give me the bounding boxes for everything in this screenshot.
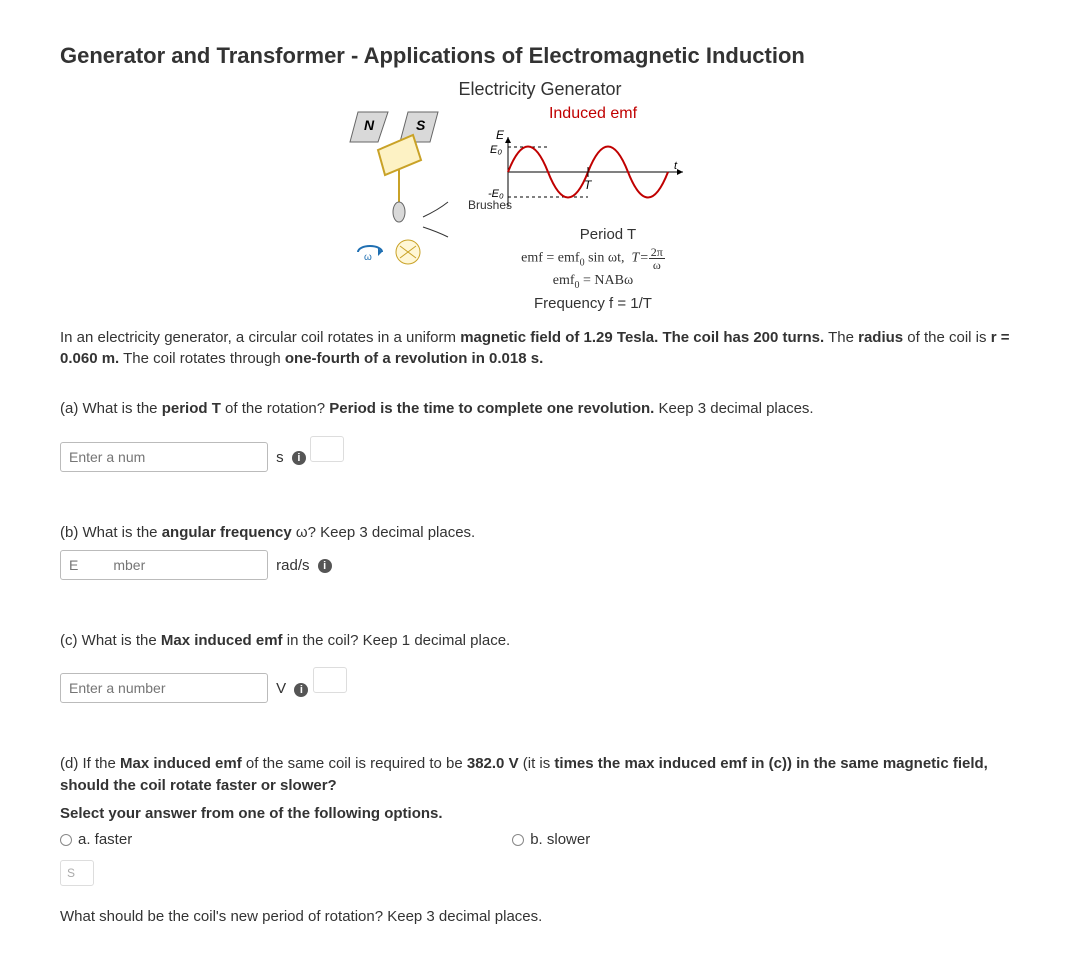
page-title: Generator and Transformer - Applications…	[60, 40, 1020, 72]
part-d-feedback-box: S	[60, 860, 94, 886]
problem-statement: In an electricity generator, a circular …	[60, 327, 1020, 371]
part-c: (c) What is the Max induced emf in the c…	[60, 630, 1020, 704]
part-c-unit: V	[276, 680, 286, 697]
part-d-question: (d) If the Max induced emf of the same c…	[60, 753, 1020, 797]
generator-diagram: N S ω	[328, 102, 478, 272]
svg-text:E₀: E₀	[490, 144, 502, 156]
emf-graph: E E₀ -E₀ T t	[488, 127, 698, 217]
svg-text:S: S	[416, 117, 426, 133]
part-c-feedback-box	[313, 667, 347, 693]
option-a-label: a. faster	[78, 829, 132, 851]
radio-icon	[512, 834, 524, 846]
subtitle: Electricity Generator	[60, 76, 1020, 102]
figure-area: N S ω Induced emf E E₀ -E₀	[60, 102, 1020, 315]
part-a-feedback-box	[310, 436, 344, 462]
emf-equation-1: emf = emf0 sin ωt, T=2πω	[488, 246, 698, 271]
info-icon[interactable]: i	[318, 559, 332, 573]
induced-emf-label: Induced emf	[488, 102, 698, 125]
info-icon[interactable]: i	[292, 451, 306, 465]
part-d-followup: What should be the coil's new period of …	[60, 906, 1020, 928]
part-b-input[interactable]	[60, 550, 268, 580]
emf-equation-2: emf0 = NABω	[488, 271, 698, 293]
part-b-question: (b) What is the angular frequency ω? Kee…	[60, 522, 1020, 544]
part-d: (d) If the Max induced emf of the same c…	[60, 753, 1020, 886]
part-c-question: (c) What is the Max induced emf in the c…	[60, 630, 1020, 652]
part-d-options: a. faster b. slower	[60, 829, 1020, 851]
svg-text:ω: ω	[364, 252, 372, 263]
part-a-question: (a) What is the period T of the rotation…	[60, 398, 1020, 420]
svg-text:N: N	[364, 117, 375, 133]
option-a-faster[interactable]: a. faster	[60, 829, 132, 851]
svg-text:E: E	[496, 128, 505, 142]
info-icon[interactable]: i	[294, 683, 308, 697]
part-a-input[interactable]	[60, 442, 268, 472]
part-a-unit: s	[276, 449, 284, 466]
part-a: (a) What is the period T of the rotation…	[60, 398, 1020, 472]
part-c-input[interactable]	[60, 673, 268, 703]
part-b-unit: rad/s	[276, 557, 309, 574]
frequency-label: Frequency f = 1/T	[488, 293, 698, 315]
svg-text:T: T	[584, 178, 593, 192]
brushes-label: Brushes	[468, 197, 512, 214]
part-b: (b) What is the angular frequency ω? Kee…	[60, 522, 1020, 580]
period-label: Period T	[518, 224, 698, 246]
part-d-select-prompt: Select your answer from one of the follo…	[60, 803, 1020, 825]
radio-icon	[60, 834, 72, 846]
option-b-slower[interactable]: b. slower	[512, 829, 590, 851]
option-b-label: b. slower	[530, 829, 590, 851]
